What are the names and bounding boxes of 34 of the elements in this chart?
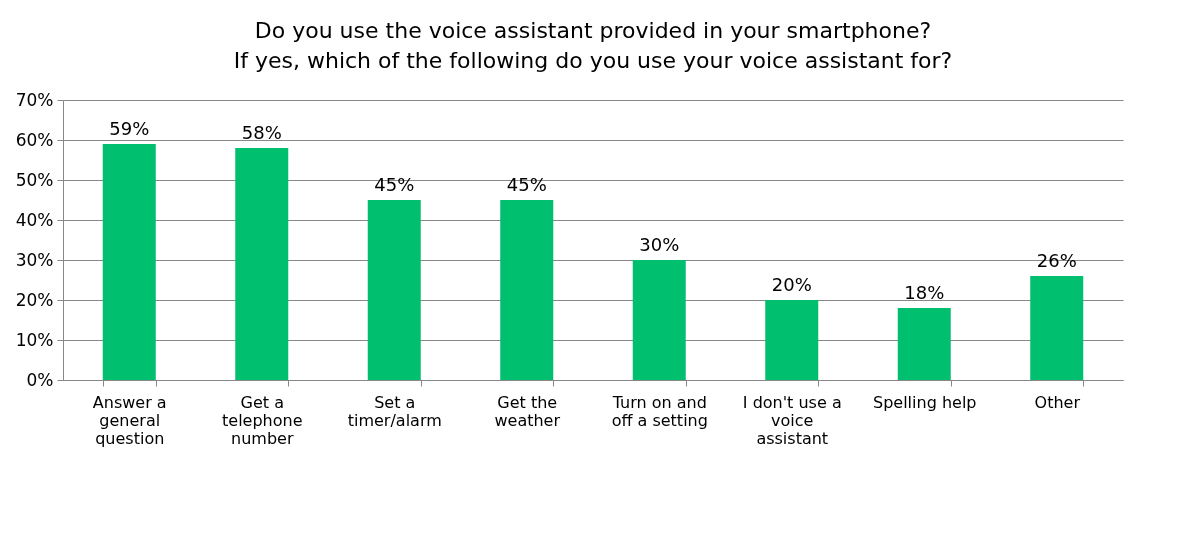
bar bbox=[632, 260, 686, 380]
data-label: 59% bbox=[109, 118, 150, 139]
x-tick-label: Other bbox=[1034, 392, 1081, 412]
bar bbox=[765, 300, 819, 380]
y-tick-label: 60% bbox=[15, 129, 54, 150]
y-tick-label: 50% bbox=[15, 169, 54, 190]
x-tick-label: Turn on and off a setting bbox=[611, 392, 708, 430]
x-tick-label: I don't use a voice assistant bbox=[742, 392, 842, 448]
data-label: 26% bbox=[1036, 250, 1077, 271]
text: Do you use the voice assistant provided in your smartphone? bbox=[254, 18, 932, 43]
y-tick-label: 30% bbox=[15, 249, 54, 270]
data-label: 20% bbox=[771, 274, 812, 295]
bar bbox=[500, 200, 554, 380]
y-tick-label: 40% bbox=[15, 209, 54, 230]
x-tick-label: Set a timer/alarm bbox=[347, 392, 442, 430]
bar bbox=[102, 144, 156, 380]
x-tick-label: Get the weather bbox=[494, 392, 561, 430]
x-tick-label: Spelling help bbox=[873, 392, 977, 412]
data-label: 18% bbox=[904, 282, 945, 303]
data-label: 30% bbox=[639, 234, 680, 255]
y-tick-label: 0% bbox=[26, 369, 54, 390]
y-tick-label: 10% bbox=[15, 329, 54, 350]
bar bbox=[235, 148, 289, 380]
data-label: 45% bbox=[374, 174, 415, 195]
x-tick-label: Get a telephone number bbox=[222, 392, 303, 448]
text: If yes, which of the following do you use your voice assistant for? bbox=[233, 48, 953, 73]
y-tick-label: 70% bbox=[15, 89, 54, 110]
data-label: 58% bbox=[241, 122, 282, 143]
x-tick-label: Answer a general question bbox=[92, 392, 167, 448]
bar bbox=[1030, 276, 1084, 380]
data-label: 45% bbox=[506, 174, 547, 195]
bar bbox=[367, 200, 421, 380]
bar bbox=[897, 308, 951, 380]
y-tick-label: 20% bbox=[15, 289, 54, 310]
